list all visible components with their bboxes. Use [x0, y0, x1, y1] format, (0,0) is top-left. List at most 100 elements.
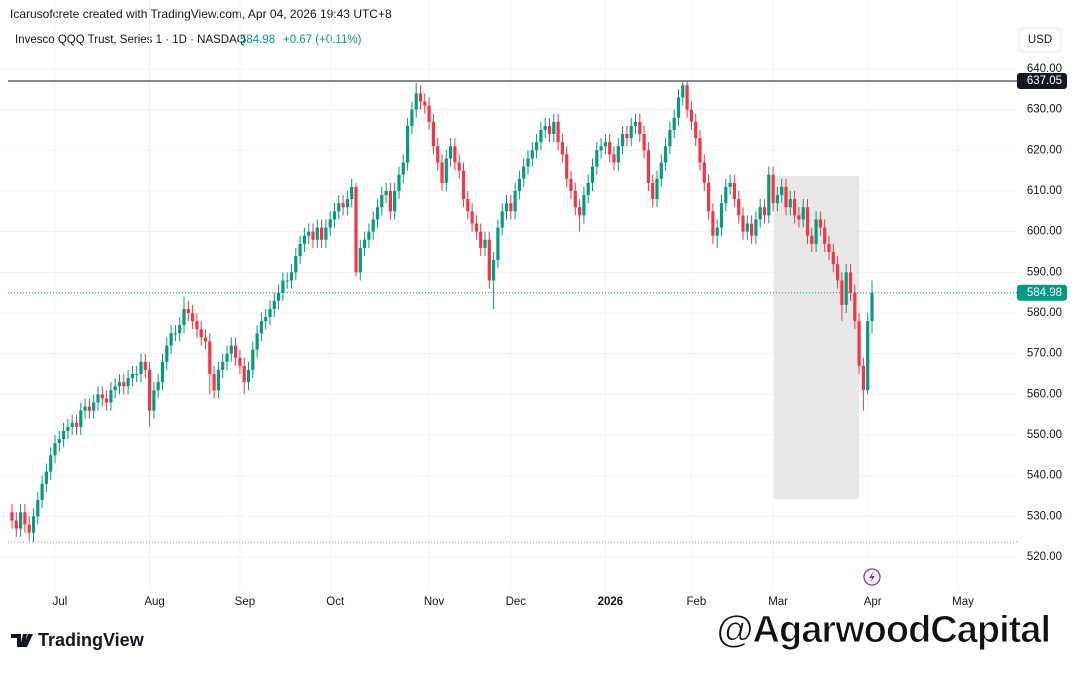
- candle-body: [870, 292, 874, 322]
- candle-body: [23, 512, 27, 525]
- candle-body: [543, 125, 547, 130]
- candle-body: [143, 361, 147, 370]
- candle-body: [117, 382, 122, 387]
- candle-body: [853, 292, 857, 322]
- candle-body: [246, 369, 251, 383]
- candle-body: [758, 207, 762, 220]
- candle-body: [827, 243, 831, 252]
- candle-body: [130, 374, 134, 379]
- candle-body: [655, 178, 659, 200]
- currency[interactable]: USD: [1028, 34, 1052, 46]
- candle-body: [582, 195, 586, 216]
- candle-body: [767, 174, 771, 216]
- candle-body: [191, 313, 195, 322]
- candle-body: [444, 158, 448, 183]
- candle-body: [40, 483, 44, 501]
- candle-body: [797, 215, 801, 220]
- candle-body: [182, 308, 186, 326]
- candle-body: [689, 109, 693, 122]
- candle-body: [586, 182, 590, 196]
- candle-body: [522, 166, 526, 179]
- candle-body: [638, 121, 642, 135]
- candle-body: [754, 219, 758, 236]
- candle-body: [44, 471, 48, 484]
- candle-body: [784, 186, 788, 208]
- y-tick-label: 610.00: [1027, 185, 1062, 197]
- candle-body: [737, 199, 741, 216]
- candle-body: [844, 272, 848, 305]
- attribution: Icarusofcrete created with TradingView.c…: [10, 7, 392, 21]
- candle-body: [410, 109, 414, 126]
- candle-body: [685, 85, 689, 110]
- candle-body: [590, 166, 595, 183]
- y-tick-label: 570.00: [1027, 348, 1062, 360]
- axes: 520.00 530.00 540.00 550.00 560.00 570.00 580.…: [53, 63, 1067, 608]
- candle-body: [113, 386, 117, 391]
- candle-body: [569, 178, 573, 191]
- candle-body: [427, 105, 431, 122]
- candle-body: [487, 239, 491, 281]
- x-tick-label: Apr: [864, 596, 882, 608]
- x-tick-label: Jul: [53, 596, 68, 608]
- candle-body: [324, 227, 328, 240]
- y-tick-label: 620.00: [1027, 144, 1062, 156]
- candle-body: [612, 154, 616, 163]
- candle-body: [255, 333, 259, 350]
- candle-body: [388, 190, 392, 212]
- candle-body: [371, 219, 375, 232]
- candle-body: [836, 264, 840, 281]
- y-tick-label: 550.00: [1027, 429, 1062, 441]
- candle-body: [625, 134, 629, 139]
- candle-body: [492, 260, 496, 281]
- candle-body: [251, 349, 255, 370]
- y-tick-label: 630.00: [1027, 104, 1062, 116]
- candle-body: [565, 154, 569, 179]
- candle-body: [616, 146, 620, 163]
- candle-body: [788, 199, 792, 208]
- candle-body: [517, 178, 521, 191]
- candle-body: [328, 219, 332, 228]
- candle-body: [539, 129, 543, 143]
- candle-body: [547, 125, 552, 135]
- currency-box[interactable]: [1018, 27, 1062, 53]
- candle-body: [728, 182, 732, 187]
- candle-body: [818, 219, 822, 228]
- candle-body: [36, 500, 40, 517]
- event-icon[interactable]: [863, 568, 881, 586]
- candle-body: [535, 142, 539, 151]
- candle-body: [178, 325, 182, 334]
- y-tick-label: 560.00: [1027, 388, 1062, 400]
- candle-body: [470, 211, 474, 224]
- candle-body: [848, 272, 853, 293]
- logo-mark: [11, 634, 33, 647]
- candle-body: [53, 443, 57, 456]
- candle-body: [719, 203, 724, 228]
- candle-body: [165, 345, 169, 362]
- candle-body: [698, 138, 702, 163]
- candle-body: [31, 516, 36, 533]
- candle-body: [156, 382, 160, 391]
- logo[interactable]: TradingView: [11, 630, 145, 650]
- x-tick-label: Dec: [506, 596, 527, 608]
- candle-body: [225, 353, 229, 362]
- candle-body: [483, 239, 487, 248]
- legend-price: 584.98: [240, 34, 275, 46]
- x-tick-label: Nov: [424, 596, 445, 608]
- candle-body: [504, 203, 509, 212]
- candle-body: [173, 333, 177, 335]
- candle-body: [676, 97, 681, 118]
- candle-body: [363, 239, 367, 248]
- candle-body: [221, 361, 225, 370]
- candle-body: [715, 227, 719, 236]
- candle-body: [70, 422, 74, 427]
- y-tick-label: 580.00: [1027, 307, 1062, 319]
- candle-body: [350, 186, 354, 200]
- candle-body: [745, 223, 749, 232]
- candle-body: [556, 121, 560, 143]
- candle-body: [272, 300, 276, 309]
- x-tick-label: 2026: [598, 596, 624, 608]
- candle-body: [74, 422, 79, 427]
- watermark: @AgarwoodCapital: [716, 609, 1050, 651]
- candle-body: [479, 231, 483, 248]
